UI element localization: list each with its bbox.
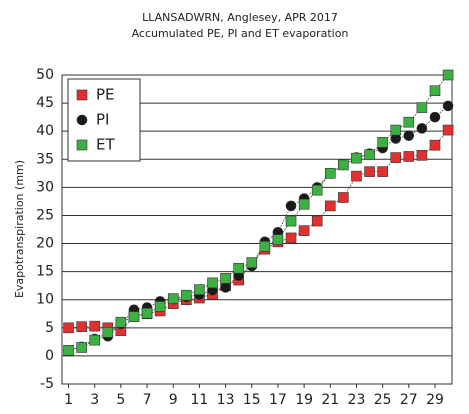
data-point [429,139,441,151]
data-point [311,215,323,227]
data-point [63,344,74,356]
data-point [311,184,323,196]
x-tick-label: 5 [116,392,125,408]
data-point [285,232,297,244]
data-point [76,321,87,332]
data-point [220,282,231,293]
chart-subtitle: Accumulated PE, PI and ET evaporation [132,27,349,40]
x-tick-label: 15 [243,392,261,408]
data-point [115,316,127,328]
data-point [207,277,218,289]
y-tick-label: 35 [36,151,54,167]
data-point [246,257,258,268]
data-point [442,100,454,112]
data-point [377,166,388,177]
legend-label: PE [96,86,115,104]
data-point [141,307,153,319]
data-point [285,200,297,212]
data-point [233,262,244,274]
y-axis-label: Evapotranspiration (mm) [13,160,26,298]
data-point [128,311,140,322]
data-point [429,111,441,123]
legend-marker [76,139,88,151]
x-tick-label: 3 [90,392,99,408]
data-point [259,241,271,252]
x-tick-label: 23 [348,392,366,408]
data-point [364,166,375,177]
y-tick-label: 30 [36,179,54,195]
data-point [442,69,454,81]
x-tick-label: 1 [64,392,73,408]
data-point [351,170,362,182]
data-point [416,150,428,161]
data-point [416,123,428,134]
data-point [285,215,297,227]
x-tick-label: 7 [143,392,152,408]
data-point [154,301,166,312]
data-point [390,152,402,163]
y-tick-label: 15 [36,264,54,280]
x-tick-label: 17 [269,392,287,408]
data-point [403,116,415,128]
data-point [194,284,205,295]
data-point [377,137,388,148]
plot-frame [61,74,453,385]
y-tick-label: 40 [36,123,54,139]
data-point [89,334,101,346]
y-tick-label: 10 [36,292,54,308]
y-tick-label: 20 [36,236,54,252]
x-tick-label: 19 [295,392,313,408]
legend-label: ET [96,136,115,154]
data-point [429,85,441,97]
x-tick-label: 11 [191,392,209,408]
data-point [442,124,454,136]
x-tick-label: 9 [169,392,178,408]
data-point [298,198,310,210]
data-point [324,168,336,179]
legend-marker [76,114,88,126]
legend-marker [76,89,88,101]
data-point [63,322,74,334]
data-point [181,289,192,301]
data-point [220,273,231,284]
x-tick-label: 27 [400,392,418,408]
data-point [102,327,114,338]
data-point [324,200,336,212]
data-point [351,152,362,164]
data-point [338,192,349,203]
y-tick-label: 0 [45,348,54,364]
x-tick-label: 25 [374,392,392,408]
data-point [416,102,428,113]
data-point [364,149,375,161]
y-tick-label: 50 [36,67,54,83]
data-point [76,342,87,353]
data-point [298,225,310,236]
data-point [89,320,101,332]
y-tick-label: 25 [36,207,54,223]
x-tick-label: 21 [321,392,339,408]
x-tick-label: 13 [217,392,235,408]
x-tick-label: 29 [426,392,444,408]
y-tick-label: 45 [36,95,54,111]
legend-label: PI [96,111,109,129]
y-tick-label: -5 [40,376,54,392]
data-point [390,124,402,136]
y-tick-label: 5 [45,320,54,336]
data-point [167,293,179,304]
data-point [403,130,415,141]
chart-title: LLANSADWRN, Anglesey, APR 2017 [142,11,338,24]
data-point [338,159,349,171]
data-point [272,234,284,245]
data-point [403,151,415,162]
